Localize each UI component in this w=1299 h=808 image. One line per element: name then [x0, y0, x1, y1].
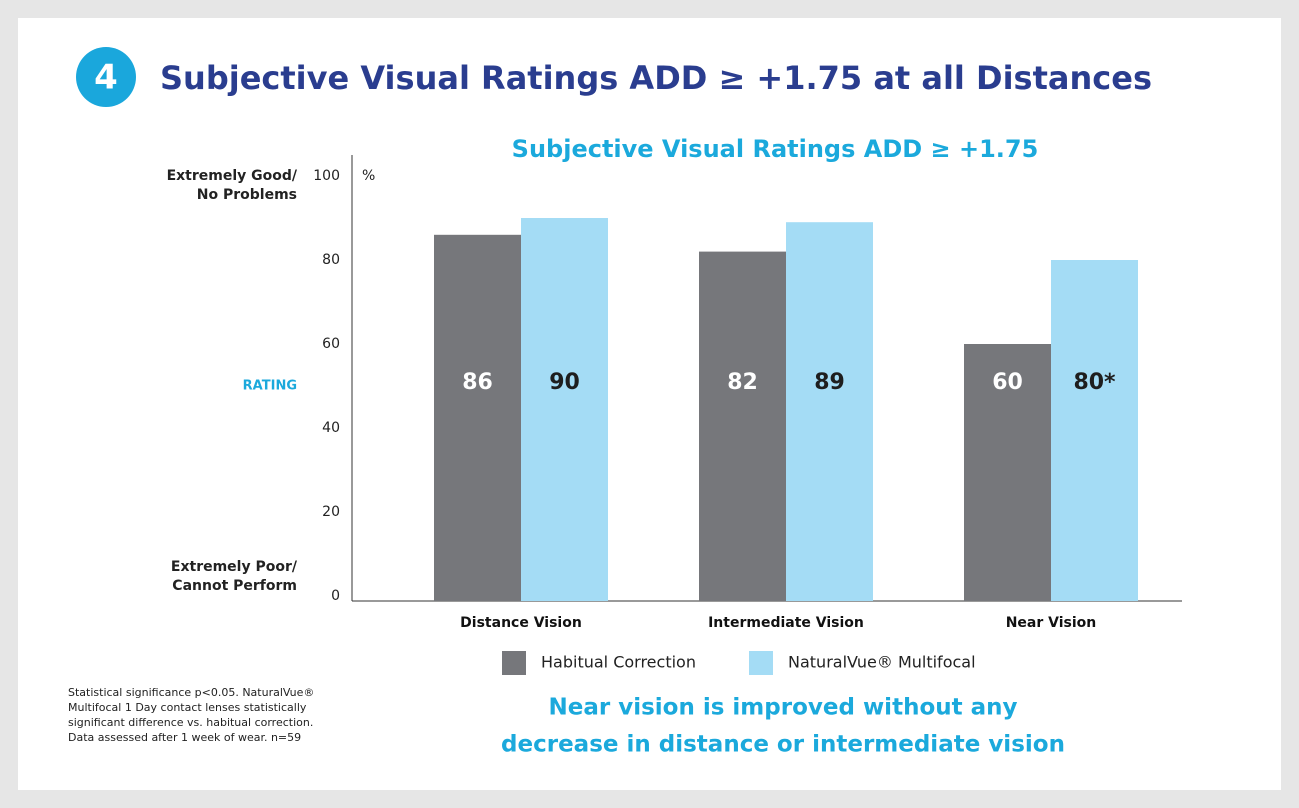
x-tick-label: Distance Vision [460, 615, 582, 631]
y-tick-label: 20 [322, 504, 340, 520]
value-label: 80* [1073, 370, 1116, 395]
legend-swatch [502, 651, 526, 675]
bar [434, 234, 521, 602]
bar [521, 218, 608, 601]
bottom-label: Cannot Perform [172, 578, 297, 594]
badge-number: 4 [94, 58, 118, 98]
value-label: 60 [992, 370, 1023, 395]
y-tick-label: 60 [322, 336, 340, 352]
bar [1051, 260, 1138, 601]
x-tick-label: Intermediate Vision [708, 615, 864, 631]
bar [786, 222, 873, 601]
x-tick-label: Near Vision [1006, 615, 1097, 631]
top-label: Extremely Good/ [167, 168, 298, 184]
y-tick-label: 100 [313, 168, 340, 184]
y-axis-label: RATING [243, 379, 297, 394]
legend-label: NaturalVue® Multifocal [788, 653, 976, 672]
y-tick-label: 80 [322, 252, 340, 268]
footnote: Data assessed after 1 week of wear. n=59 [68, 731, 301, 744]
value-label: 89 [814, 370, 845, 395]
legend-swatch [749, 651, 773, 675]
chart-title: Subjective Visual Ratings ADD ≥ +1.75 [512, 135, 1039, 163]
bar [964, 344, 1051, 601]
y-unit: % [362, 168, 375, 184]
footnote: Multifocal 1 Day contact lenses statisti… [68, 701, 307, 714]
bottom-label: Extremely Poor/ [171, 559, 298, 575]
top-label: No Problems [197, 187, 297, 203]
legend-label: Habitual Correction [541, 653, 696, 672]
conclusion: decrease in distance or intermediate vis… [501, 732, 1065, 758]
bar [699, 251, 786, 601]
y-tick-label: 40 [322, 420, 340, 436]
page-title: Subjective Visual Ratings ADD ≥ +1.75 at… [160, 59, 1152, 97]
value-label: 82 [727, 370, 758, 395]
footnote: Statistical significance p<0.05. Natural… [68, 686, 314, 699]
value-label: 90 [549, 370, 580, 395]
y-tick-label: 0 [331, 588, 340, 604]
footnote: significant difference vs. habitual corr… [68, 716, 313, 729]
value-label: 86 [462, 370, 493, 395]
conclusion: Near vision is improved without any [548, 695, 1017, 721]
badge [76, 47, 136, 107]
